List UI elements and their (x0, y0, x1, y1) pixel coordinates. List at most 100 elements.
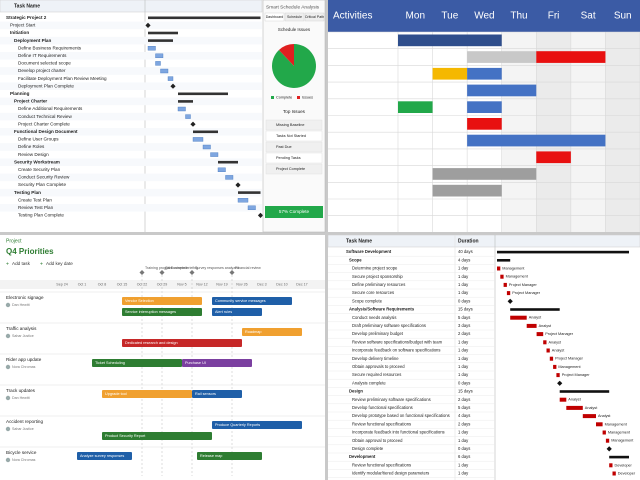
task-name: Scope complete (352, 298, 383, 303)
task-bar (225, 175, 234, 180)
task-duration: 1 day (458, 438, 469, 443)
timeline-label: Oct 8 (98, 282, 107, 286)
tab[interactable] (304, 12, 325, 22)
task-duration: 40 days (458, 249, 473, 254)
task-name: Develop functional specifications (352, 405, 413, 410)
issue-row (265, 119, 323, 131)
lane-name: Track updates (6, 388, 36, 393)
bar-label: Alert rules (215, 310, 232, 314)
task-name: Document selected scope (18, 61, 71, 66)
timeline-label: Dec 3 (257, 282, 266, 286)
lane-owner: Dan Hewitt (12, 396, 30, 400)
task-bar (192, 137, 204, 142)
lane-owner: Sahar Justice (12, 427, 34, 431)
task-bar (160, 68, 169, 74)
owner-avatar (5, 302, 11, 308)
resource-label: Management (506, 275, 529, 279)
task-duration: 2 days (458, 331, 470, 336)
task-name: Secure core resources (352, 290, 394, 295)
task-name: Define IT Requirements (18, 53, 67, 58)
header-row (327, 234, 640, 248)
toolbar-button[interactable]: Add key date (46, 261, 73, 266)
task-duration: 1 day (458, 430, 469, 435)
task-name: Develop delivery timeline (352, 356, 399, 361)
day-label: Wed (474, 11, 494, 22)
bar-label: Vendor Selection (125, 299, 154, 303)
task-name: Determine project scope (352, 266, 398, 271)
lane-name: Accident reporting (6, 419, 43, 424)
task-duration: 1 day (458, 282, 469, 287)
tab[interactable] (264, 12, 285, 22)
bar-label: Roadmap (245, 330, 261, 334)
summary-bar (497, 259, 511, 262)
task-name: Define User Groups (18, 137, 59, 142)
milestone-label: Financial review (235, 266, 261, 270)
task-bar (596, 422, 603, 427)
task-duration: 1 day (458, 471, 469, 476)
task-name: Security Plan Complete (18, 182, 66, 187)
roadmap-bar (242, 328, 302, 336)
task-bar (609, 463, 613, 468)
day-label: Mon (406, 11, 425, 22)
task-bar (556, 373, 560, 378)
task-bar (497, 266, 501, 271)
task-duration: 15 days (458, 389, 473, 394)
issue-label: Past Due (276, 145, 292, 149)
milestone (235, 182, 241, 188)
resource-label: Analyst (552, 349, 565, 353)
toolbar-button[interactable]: Add task (12, 261, 31, 266)
milestone-marker (159, 270, 165, 275)
tab-label: Dashboard (266, 15, 284, 19)
row-stripe (0, 21, 262, 30)
activity-bar (398, 101, 433, 113)
timeline-label: Nov 5 (177, 282, 186, 286)
task-duration: 15 days (458, 307, 473, 312)
roadmap-bar (182, 359, 252, 367)
resource-label: Management (558, 365, 581, 369)
roadmap-bar (102, 432, 212, 440)
row-stripe (0, 143, 262, 151)
activity-bar (467, 67, 502, 80)
task-bar (506, 291, 511, 296)
resource-label: Analyst (568, 398, 581, 402)
issue-label: Project Complete (276, 167, 305, 171)
activity-bar (467, 134, 606, 147)
issue-label: Pending Tasks (276, 156, 301, 160)
task-name: Planning (10, 91, 30, 96)
task-bar (185, 114, 191, 119)
task-name: Development (349, 454, 376, 459)
summary-bar (497, 250, 629, 254)
resource-label: Project Manager (555, 357, 584, 361)
lane-owner: Nora Chromas (12, 365, 36, 369)
resource-label: Analyst (598, 414, 611, 418)
task-name: Secure required resources (352, 372, 401, 377)
bar-label: Purchase UI (185, 361, 206, 365)
issue-row (265, 141, 323, 153)
task-bar (612, 471, 616, 476)
day-label: Sat (581, 11, 596, 22)
task-duration: 2 days (458, 421, 470, 426)
roadmap-bar (102, 390, 192, 398)
task-name: Review functional specifications (352, 462, 411, 467)
task-bar (177, 106, 186, 112)
task-duration: 1 day (458, 462, 469, 467)
lane-owner: Dan Hewitt (12, 303, 30, 307)
legend-label: Issues (302, 96, 313, 100)
bar-label: Produce Quarterly Reports (215, 423, 260, 427)
lane-name: Bicycle service (6, 450, 37, 455)
row-stripe (0, 128, 262, 136)
task-name: Design complete (352, 446, 384, 451)
day-label: Thu (510, 11, 527, 22)
task-bar (536, 332, 544, 337)
task-duration: 1 day (458, 372, 469, 377)
task-name: Obtain approvals to proceed (352, 364, 405, 369)
milestone (170, 83, 176, 89)
header-label: Activities (333, 11, 372, 22)
roadmap-bar (212, 297, 292, 305)
tab[interactable] (284, 12, 305, 22)
task-name: Identify modular/tiered design parameter… (352, 471, 429, 476)
resource-label: Analyst (585, 406, 598, 410)
owner-avatar (5, 364, 11, 370)
resource-label: Analyst (539, 324, 552, 328)
